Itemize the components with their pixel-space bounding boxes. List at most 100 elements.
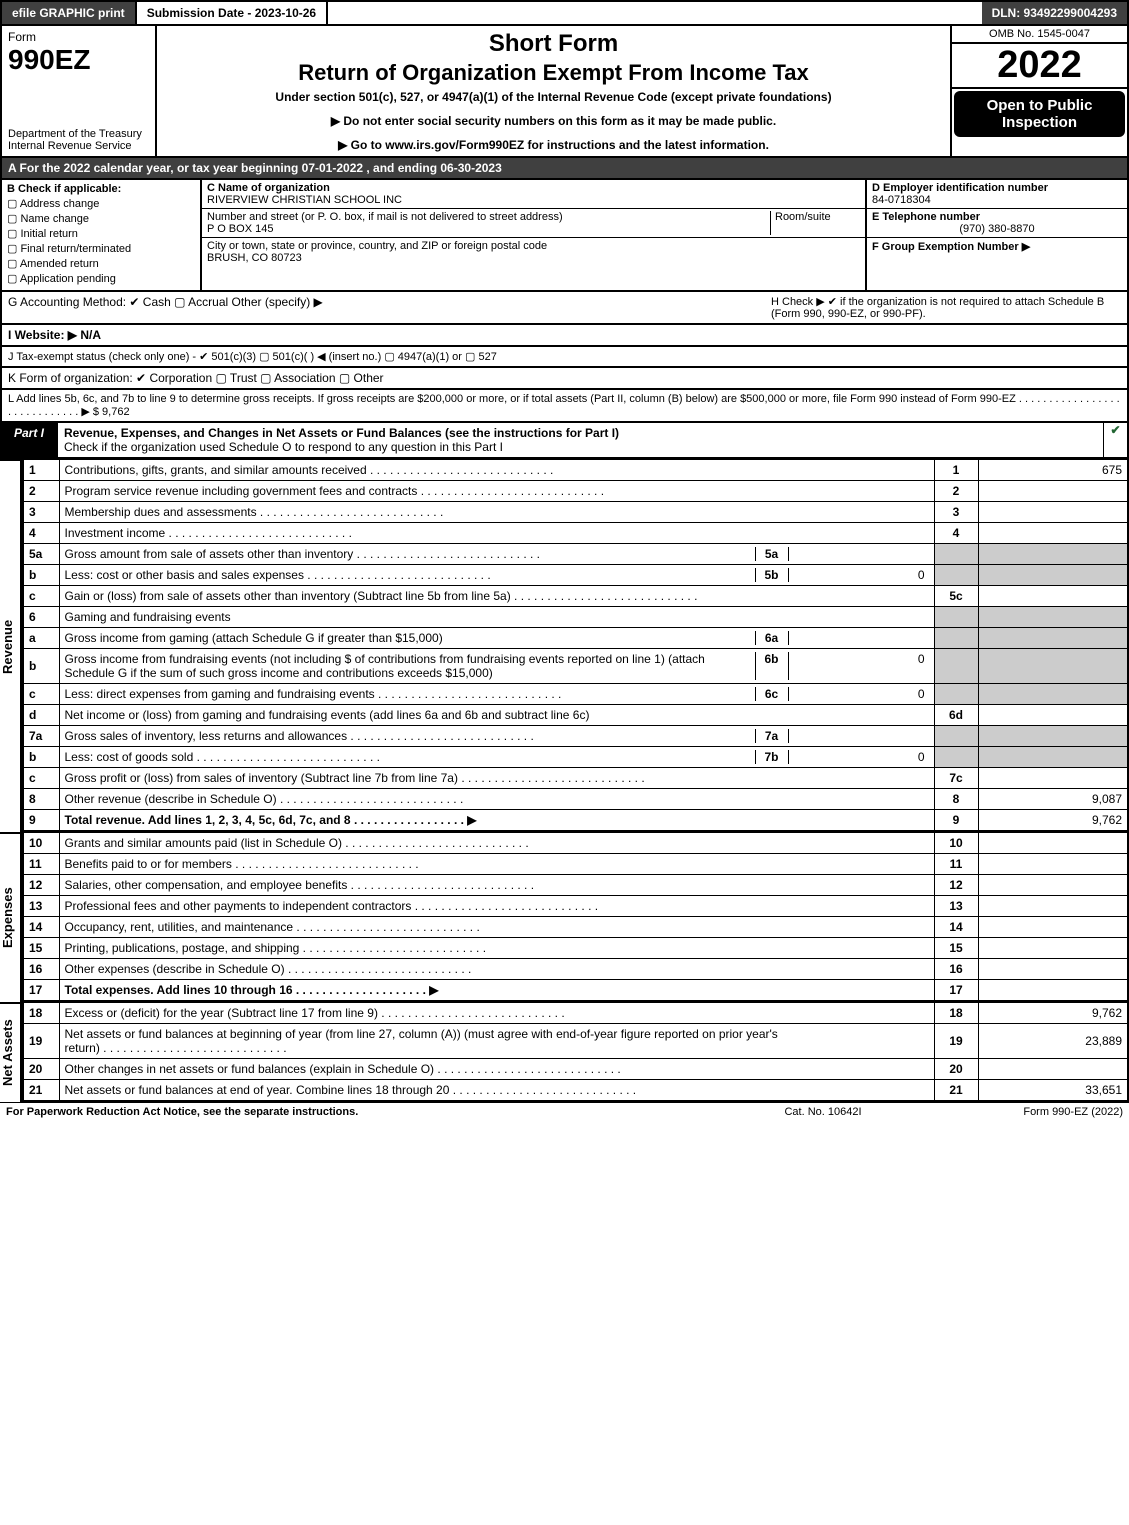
dln-label: DLN: 93492299004293: [982, 2, 1127, 24]
ln18-num: 18: [23, 1003, 59, 1024]
ln5b-sn: 5b: [755, 568, 789, 582]
ln7a-desc: Gross sales of inventory, less returns a…: [65, 729, 755, 743]
chk-name-change[interactable]: Name change: [7, 212, 195, 225]
ln19-ref: 19: [934, 1024, 978, 1059]
ln19-desc: Net assets or fund balances at beginning…: [59, 1024, 934, 1059]
phone-value: (970) 380-8870: [872, 223, 1122, 235]
k-form-org: K Form of organization: ✔ Corporation ▢ …: [8, 371, 1121, 385]
ln21-ref: 21: [934, 1080, 978, 1102]
ln2-desc: Program service revenue including govern…: [59, 481, 934, 502]
section-b: B Check if applicable: Address change Na…: [2, 180, 202, 290]
net-assets-table: 18Excess or (deficit) for the year (Subt…: [22, 1002, 1129, 1102]
ln4-ref: 4: [934, 523, 978, 544]
g-accounting-method: G Accounting Method: ✔ Cash ▢ Accrual Ot…: [8, 295, 771, 320]
page-footer: For Paperwork Reduction Act Notice, see …: [0, 1102, 1129, 1121]
ln5b-val: [978, 565, 1128, 586]
ln12-num: 12: [23, 875, 59, 896]
ln18-ref: 18: [934, 1003, 978, 1024]
ln5c-ref: 5c: [934, 586, 978, 607]
ln21-num: 21: [23, 1080, 59, 1102]
ln10-desc: Grants and similar amounts paid (list in…: [59, 833, 934, 854]
main-title: Return of Organization Exempt From Incom…: [165, 60, 942, 86]
ln8-desc: Other revenue (describe in Schedule O): [59, 789, 934, 810]
footer-right: Form 990-EZ (2022): [923, 1106, 1123, 1118]
ln15-ref: 15: [934, 938, 978, 959]
ln10-val: [978, 833, 1128, 854]
ln18-desc: Excess or (deficit) for the year (Subtra…: [59, 1003, 934, 1024]
ln21-desc: Net assets or fund balances at end of ye…: [59, 1080, 934, 1102]
ln4-desc: Investment income: [59, 523, 934, 544]
ln14-desc: Occupancy, rent, utilities, and maintena…: [59, 917, 934, 938]
ln6b-desc: Gross income from fundraising events (no…: [65, 652, 755, 680]
ln5c-num: c: [23, 586, 59, 607]
side-revenue: Revenue: [0, 459, 22, 832]
ln5b-desc: Less: cost or other basis and sales expe…: [65, 568, 755, 582]
ln8-val: 9,087: [978, 789, 1128, 810]
ln9-ref: 9: [934, 810, 978, 832]
ln6d-num: d: [23, 705, 59, 726]
ln12-desc: Salaries, other compensation, and employ…: [59, 875, 934, 896]
ln16-desc: Other expenses (describe in Schedule O): [59, 959, 934, 980]
d-label: D Employer identification number: [872, 182, 1048, 194]
chk-final-return[interactable]: Final return/terminated: [7, 242, 195, 255]
section-def: D Employer identification number 84-0718…: [867, 180, 1127, 290]
note-link[interactable]: ▶ Go to www.irs.gov/Form990EZ for instru…: [165, 138, 942, 152]
department-label: Department of the Treasury Internal Reve…: [8, 128, 149, 152]
ln15-val: [978, 938, 1128, 959]
form-header: Form 990EZ Department of the Treasury In…: [0, 26, 1129, 158]
ln7a-ref: [934, 726, 978, 747]
efile-print-button[interactable]: efile GRAPHIC print: [2, 2, 137, 24]
ln8-ref: 8: [934, 789, 978, 810]
row-k: K Form of organization: ✔ Corporation ▢ …: [0, 368, 1129, 390]
chk-address-change[interactable]: Address change: [7, 197, 195, 210]
ln19-num: 19: [23, 1024, 59, 1059]
ln20-desc: Other changes in net assets or fund bala…: [59, 1059, 934, 1080]
footer-middle: Cat. No. 10642I: [723, 1106, 923, 1118]
ln6d-ref: 6d: [934, 705, 978, 726]
ln5c-desc: Gain or (loss) from sale of assets other…: [59, 586, 934, 607]
chk-application-pending[interactable]: Application pending: [7, 272, 195, 285]
ln12-val: [978, 875, 1128, 896]
ln5b-sv: 0: [789, 568, 929, 582]
ln6-ref: [934, 607, 978, 628]
ln1-val: 675: [978, 460, 1128, 481]
part1-header: Part I Revenue, Expenses, and Changes in…: [0, 423, 1129, 459]
form-number: 990EZ: [8, 44, 91, 75]
ln6a-desc: Gross income from gaming (attach Schedul…: [65, 631, 755, 645]
form-word: Form: [8, 30, 36, 44]
ln6a-ref: [934, 628, 978, 649]
chk-initial-return[interactable]: Initial return: [7, 227, 195, 240]
ln7a-sn: 7a: [755, 729, 789, 743]
part1-checkbox[interactable]: [1103, 423, 1127, 457]
ln20-val: [978, 1059, 1128, 1080]
ln6b-num: b: [23, 649, 59, 684]
j-tax-exempt: J Tax-exempt status (check only one) - ✔…: [8, 350, 1121, 363]
expenses-table: 10Grants and similar amounts paid (list …: [22, 832, 1129, 1002]
ln6c-val: [978, 684, 1128, 705]
ln13-ref: 13: [934, 896, 978, 917]
ln15-num: 15: [23, 938, 59, 959]
h-schedule-b: H Check ▶ ✔ if the organization is not r…: [771, 295, 1121, 320]
room-suite-label: Room/suite: [775, 211, 831, 223]
ein-value: 84-0718304: [872, 194, 931, 206]
part1-tab: Part I: [2, 423, 58, 457]
ln7a-val: [978, 726, 1128, 747]
ln14-val: [978, 917, 1128, 938]
short-form-title: Short Form: [165, 30, 942, 58]
ln16-val: [978, 959, 1128, 980]
ln11-ref: 11: [934, 854, 978, 875]
subtitle: Under section 501(c), 527, or 4947(a)(1)…: [165, 90, 942, 104]
chk-amended-return[interactable]: Amended return: [7, 257, 195, 270]
ln5b-ref: [934, 565, 978, 586]
header-middle: Short Form Return of Organization Exempt…: [157, 26, 952, 156]
ln7c-desc: Gross profit or (loss) from sales of inv…: [59, 768, 934, 789]
row-g-h: G Accounting Method: ✔ Cash ▢ Accrual Ot…: [0, 292, 1129, 325]
ln6c-sn: 6c: [755, 687, 789, 701]
ln17-num: 17: [23, 980, 59, 1002]
ln3-val: [978, 502, 1128, 523]
ln7b-ref: [934, 747, 978, 768]
ln7a-num: 7a: [23, 726, 59, 747]
ln2-ref: 2: [934, 481, 978, 502]
ln15-desc: Printing, publications, postage, and shi…: [59, 938, 934, 959]
ln7b-val: [978, 747, 1128, 768]
